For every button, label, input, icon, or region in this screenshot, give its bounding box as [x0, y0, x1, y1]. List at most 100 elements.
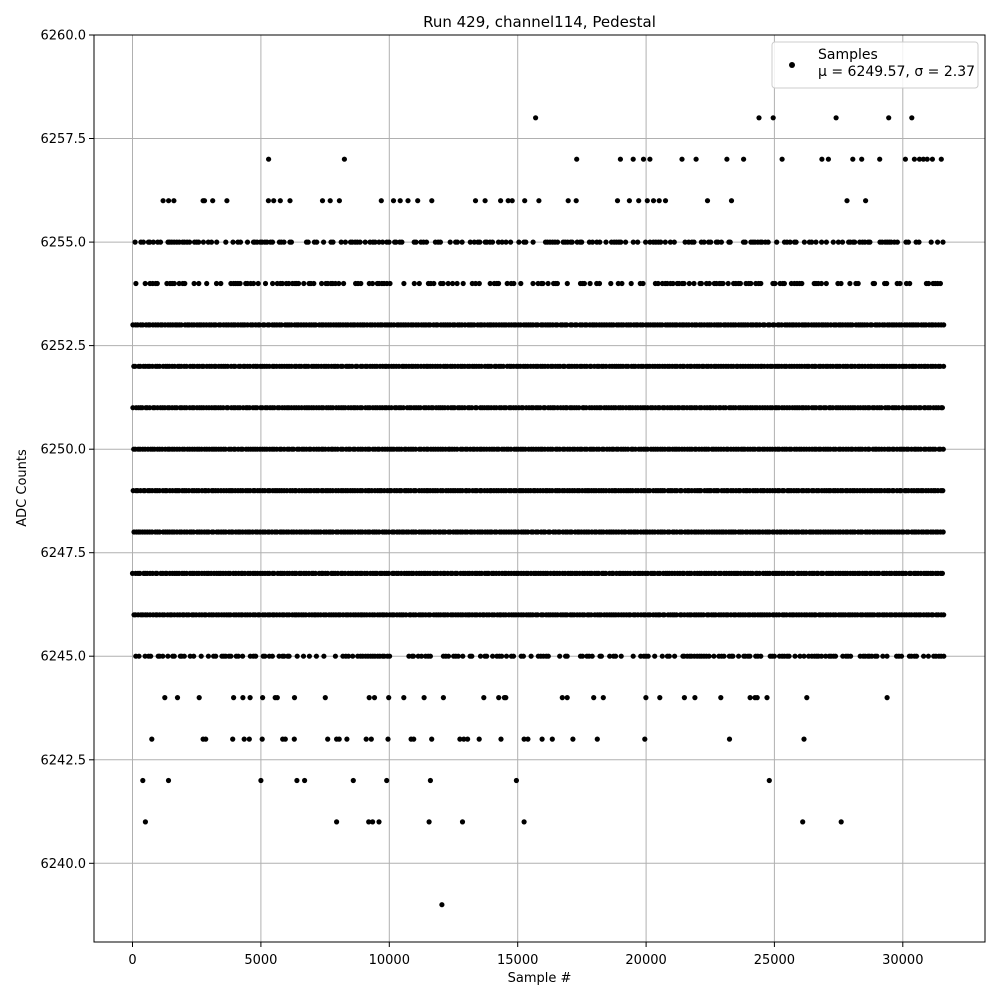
- data-point: [157, 529, 163, 535]
- data-point: [726, 736, 733, 742]
- data-point: [476, 280, 482, 287]
- data-point: [253, 653, 259, 659]
- data-point: [662, 239, 668, 245]
- data-point: [403, 612, 409, 618]
- data-point: [670, 280, 676, 287]
- data-point: [932, 446, 938, 452]
- data-point: [427, 612, 433, 618]
- data-point: [416, 280, 422, 287]
- data-point: [313, 653, 319, 659]
- data-point: [554, 280, 561, 287]
- data-point: [271, 198, 277, 204]
- data-point: [427, 777, 433, 784]
- legend: Samples μ = 6249.57, σ = 2.37: [771, 41, 979, 89]
- data-point: [339, 363, 346, 369]
- data-point: [921, 653, 927, 659]
- data-point: [341, 156, 347, 162]
- data-point: [844, 198, 850, 204]
- data-point: [774, 239, 780, 245]
- data-point: [461, 736, 467, 742]
- data-point: [338, 239, 344, 245]
- data-point: [503, 239, 509, 245]
- data-point: [704, 198, 711, 204]
- data-point: [801, 736, 807, 742]
- data-point: [720, 280, 726, 287]
- data-point: [228, 653, 234, 659]
- data-point: [459, 239, 465, 245]
- x-tick-label: 30000: [882, 953, 923, 968]
- x-axis-ticks: 0 5000 10000 15000 20000 25000 30000: [128, 942, 923, 968]
- data-point: [496, 695, 502, 701]
- data-point: [698, 488, 704, 494]
- data-point: [859, 156, 865, 162]
- data-point: [823, 280, 829, 287]
- data-point: [286, 653, 292, 659]
- data-point: [499, 653, 505, 659]
- data-point: [509, 198, 515, 204]
- data-point: [700, 612, 707, 618]
- data-point: [545, 280, 551, 287]
- data-point: [490, 653, 496, 659]
- data-point: [756, 115, 762, 121]
- data-point: [241, 736, 247, 742]
- data-point: [196, 280, 202, 287]
- data-point: [472, 198, 479, 204]
- data-point: [925, 653, 932, 659]
- data-point: [150, 239, 156, 245]
- data-point: [259, 736, 265, 742]
- data-point: [132, 239, 138, 245]
- data-point: [939, 405, 946, 411]
- data-point: [417, 405, 423, 411]
- data-point: [618, 239, 624, 245]
- data-point: [244, 239, 251, 245]
- data-point: [530, 280, 536, 287]
- data-point: [540, 280, 546, 287]
- data-point: [423, 239, 430, 245]
- data-point: [459, 819, 466, 825]
- x-tick-label: 15000: [497, 953, 538, 968]
- data-point: [411, 736, 417, 742]
- data-point: [911, 156, 918, 162]
- data-point: [850, 156, 856, 162]
- data-point: [350, 777, 356, 784]
- data-point: [564, 695, 570, 701]
- data-point: [940, 529, 946, 535]
- data-point: [311, 280, 317, 287]
- y-axis-label: ADC Counts: [15, 449, 30, 527]
- data-point: [142, 819, 148, 825]
- data-point: [174, 695, 181, 701]
- data-point: [662, 198, 669, 204]
- data-point: [644, 198, 650, 204]
- data-point: [525, 736, 531, 742]
- data-point: [386, 695, 392, 701]
- data-point: [682, 239, 688, 245]
- data-point: [671, 239, 677, 245]
- data-point: [258, 777, 264, 784]
- data-point: [698, 280, 705, 287]
- legend-marker: [789, 62, 795, 68]
- data-point: [269, 653, 275, 659]
- data-point: [570, 736, 576, 742]
- data-point: [603, 239, 609, 245]
- data-point: [336, 280, 342, 287]
- data-point: [484, 653, 490, 659]
- data-point: [454, 280, 460, 287]
- data-point: [305, 363, 311, 369]
- data-point: [341, 280, 347, 287]
- data-point: [254, 405, 260, 411]
- data-point: [708, 239, 714, 245]
- data-point: [142, 280, 148, 287]
- legend-box: [771, 41, 979, 89]
- data-point: [542, 529, 548, 535]
- data-point: [554, 322, 560, 328]
- data-point: [630, 653, 636, 659]
- data-point: [482, 198, 488, 204]
- data-point: [623, 239, 629, 245]
- data-point: [747, 653, 753, 659]
- legend-series-name: Samples: [818, 47, 878, 63]
- data-point: [528, 653, 534, 659]
- data-point: [201, 198, 208, 204]
- data-point: [270, 280, 276, 287]
- data-point: [429, 736, 435, 742]
- data-point: [659, 653, 665, 659]
